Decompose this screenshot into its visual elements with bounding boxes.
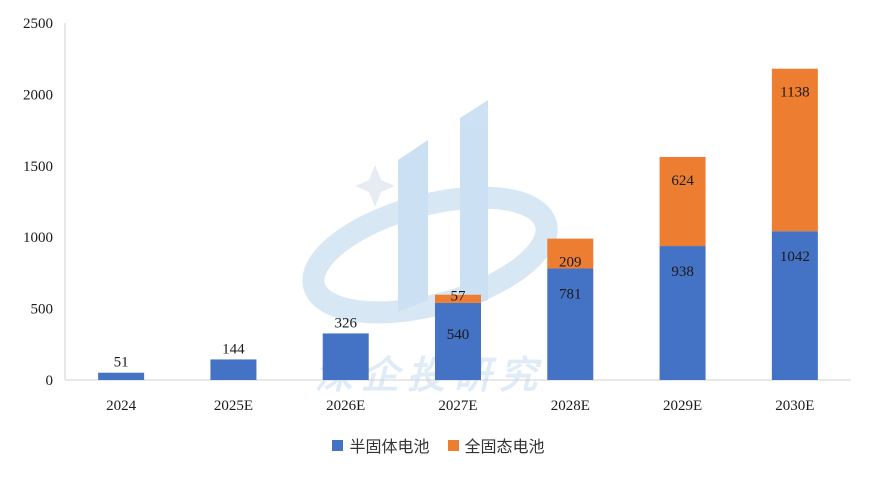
bar-semi-solid-2027E [435, 302, 481, 380]
y-tick-label-0: 0 [46, 373, 54, 389]
data-label-all-solid-2027E: 57 [451, 289, 467, 305]
data-label-all-solid-2030E: 1138 [780, 85, 809, 101]
bar-semi-solid-2028E [547, 268, 594, 380]
data-label-semi-solid-2029E: 938 [671, 264, 694, 280]
x-tick-labels: 2024 2025E 2026E 2027E 2028E 2029E 2030E [106, 398, 814, 414]
data-label-all-solid-2029E: 624 [671, 173, 694, 189]
y-tick-labels: 0 500 1000 1500 2000 2500 [23, 16, 53, 389]
x-tick-label-2026E: 2026E [326, 398, 365, 414]
y-tick-label-2500: 2500 [23, 16, 53, 32]
data-label-semi-solid-2030E: 1042 [780, 249, 810, 265]
bar-semi-solid-2025E [210, 359, 257, 380]
data-label-semi-solid-2028E: 781 [559, 286, 582, 302]
y-tick-label-1000: 1000 [23, 230, 53, 246]
watermark-orbit [302, 186, 558, 324]
bar-semi-solid-2026E [322, 333, 369, 380]
bar-all-solid-2028E [547, 238, 594, 269]
x-tick-label-2024: 2024 [106, 398, 137, 414]
data-label-semi-solid-2027E: 540 [447, 327, 470, 343]
legend: 半固体电池 全固态电池 [0, 433, 877, 457]
watermark-sparkle-icon [355, 165, 395, 207]
data-label-all-solid-2028E: 209 [559, 255, 582, 271]
x-tick-label-2030E: 2030E [775, 398, 814, 414]
bar-semi-solid-2024 [98, 372, 145, 380]
bars: 51 144 326 540 57 781 209 938 624 1042 1138 [98, 68, 818, 380]
legend-label-all-solid: 全固态电池 [464, 437, 545, 456]
y-tick-label-2000: 2000 [23, 87, 53, 103]
watermark-bar-left [398, 140, 428, 312]
x-tick-label-2027E: 2027E [438, 398, 477, 414]
legend-item-all-solid: 全固态电池 [447, 433, 545, 457]
x-tick-label-2028E: 2028E [551, 398, 590, 414]
x-tick-label-2025E: 2025E [214, 398, 253, 414]
legend-swatch-semi-solid [332, 439, 344, 451]
bar-all-solid-2030E [771, 68, 818, 232]
x-tick-label-2029E: 2029E [663, 398, 702, 414]
bar-all-solid-2027E [435, 294, 481, 303]
legend-label-semi-solid: 半固体电池 [349, 437, 430, 456]
data-label-semi-solid-2024: 51 [114, 355, 129, 371]
data-label-semi-solid-2026E: 326 [334, 315, 357, 331]
y-tick-label-1500: 1500 [23, 159, 53, 175]
legend-swatch-all-solid [447, 439, 459, 451]
bar-semi-solid-2029E [659, 246, 706, 380]
legend-item-semi-solid: 半固体电池 [332, 433, 430, 457]
bar-semi-solid-2030E [771, 231, 818, 380]
bar-all-solid-2029E [659, 156, 706, 247]
data-label-semi-solid-2025E: 144 [222, 341, 245, 357]
y-tick-label-500: 500 [31, 302, 54, 318]
watermark-bar-right [460, 100, 488, 310]
